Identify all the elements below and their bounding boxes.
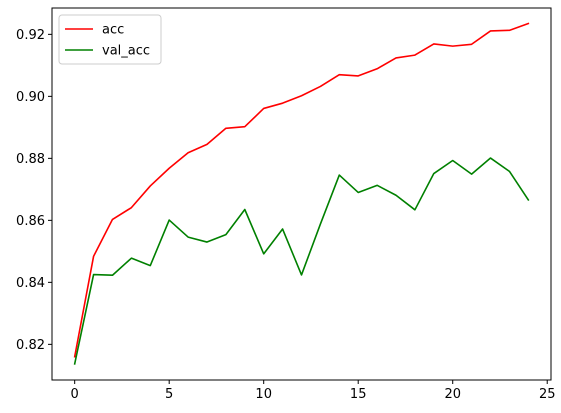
legend: acc val_acc [58,14,162,65]
x-axis: 0 5 10 15 20 25 [71,380,556,402]
series-layer [73,22,530,365]
y-axis: 0.82 0.84 0.86 0.88 0.90 0.92 [16,28,52,353]
x-tick-label: 0 [71,387,79,402]
legend-box [58,14,162,65]
x-tick-label: 20 [444,387,461,402]
series-line-val-acc [73,157,530,365]
series-line-acc [73,22,530,358]
y-tick-label: 0.90 [16,90,45,105]
y-tick-label: 0.88 [16,152,45,167]
y-tick-label: 0.82 [16,338,45,353]
y-tick-label: 0.92 [16,28,45,43]
x-tick-label: 15 [350,387,367,402]
x-tick-label: 25 [539,387,556,402]
y-tick-label: 0.84 [16,276,45,291]
y-tick-label: 0.86 [16,214,45,229]
x-tick-label: 5 [165,387,173,402]
legend-label-acc: acc [102,23,124,38]
x-tick-label: 10 [255,387,272,402]
plot-frame [51,7,552,381]
legend-label-val-acc: val_acc [102,44,150,59]
